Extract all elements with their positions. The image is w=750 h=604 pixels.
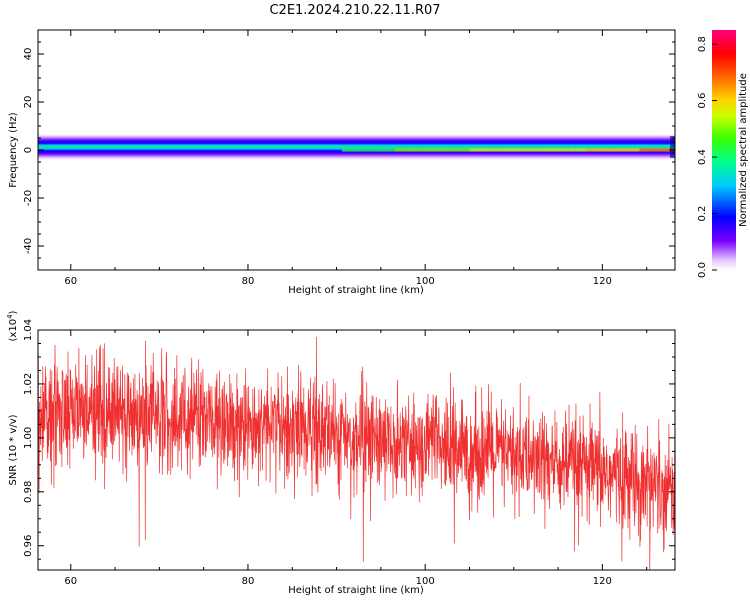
- heatmap-cell: [480, 148, 491, 152]
- heatmap-cell: [437, 148, 449, 152]
- snr-ytick-label: 1.02: [23, 373, 34, 395]
- snr-xlabel: Height of straight line (km): [288, 585, 424, 596]
- heatmap-xtick-label: 80: [242, 276, 255, 287]
- heatmap-cell: [522, 148, 534, 152]
- heatmap-cell: [384, 148, 396, 152]
- snr-ylabel: SNR (10 * v/v): [8, 414, 19, 485]
- heatmap-cell: [426, 148, 438, 152]
- heatmap-cell: [628, 148, 640, 152]
- heatmap-cell: [501, 148, 512, 152]
- colorbar-tick-label: 0.0: [697, 262, 708, 278]
- snr-ytick-label: 1.00: [23, 427, 34, 449]
- colorbar-tick-label: 0.6: [697, 93, 708, 109]
- heatmap-cell: [448, 148, 459, 152]
- snr-xtick-label: 60: [64, 576, 77, 587]
- heatmap-ytick-label: 40: [23, 48, 34, 61]
- heatmap-cell: [575, 148, 587, 152]
- heatmap-cell: [639, 148, 651, 152]
- snr-ytick-label: 0.98: [23, 481, 34, 503]
- heatmap-cell: [416, 148, 427, 152]
- heatmap-cell: [373, 148, 385, 152]
- heatmap-ytick-label: -40: [23, 238, 34, 254]
- snr-xtick-label: 120: [593, 576, 612, 587]
- heatmap-xtick-label: 60: [64, 276, 77, 287]
- heatmap-ytick-label: -20: [23, 190, 34, 206]
- heatmap-cell: [352, 148, 364, 152]
- heatmap-cell: [511, 148, 523, 152]
- heatmap-cell: [341, 148, 353, 152]
- heatmap-cell: [458, 148, 470, 152]
- heatmap-band-edge-right: [670, 136, 675, 158]
- heatmap-ytick-label: 20: [23, 96, 34, 109]
- heatmap-cell: [618, 148, 629, 152]
- colorbar-tick-label: 0.4: [697, 149, 708, 165]
- snr-multiplier: (x104): [6, 310, 19, 341]
- snr-xtick-label: 80: [242, 576, 255, 587]
- heatmap-cell: [660, 148, 672, 152]
- heatmap-cell: [469, 148, 481, 152]
- heatmap-ylabel: Frequency (Hz): [8, 112, 19, 188]
- snr-xtick-label: 100: [416, 576, 435, 587]
- heatmap-ticks: 60 80 100 120 -40 -20 0 20 40: [23, 30, 675, 287]
- heatmap-xtick-label: 120: [593, 276, 612, 287]
- colorbar-scale: [712, 30, 736, 270]
- colorbar-ticks: 0.0 0.2 0.4 0.6 0.8: [697, 36, 717, 278]
- heatmap-ytick-label: 0: [23, 147, 34, 153]
- heatmap-cell: [533, 148, 544, 152]
- heatmap-cell: [607, 148, 619, 152]
- heatmap-hotspots: [341, 148, 675, 152]
- colorbar: 0.0 0.2 0.4 0.6 0.8 Normalized spectral ampl…: [697, 30, 749, 278]
- heatmap-cell: [586, 148, 598, 152]
- colorbar-label: Normalized spectral amplitude: [738, 73, 749, 227]
- snr-ytick-label: 1.04: [23, 319, 34, 341]
- chart-title: C2E1.2024.210.22.11.R07: [269, 3, 440, 18]
- heatmap-xtick-label: 100: [416, 276, 435, 287]
- snr-ytick-label: 0.96: [23, 535, 34, 557]
- snr-multiplier-close: ): [8, 310, 19, 314]
- colorbar-tick-label: 0.8: [697, 36, 708, 52]
- heatmap-cell: [565, 148, 576, 152]
- heatmap-cell: [597, 148, 608, 152]
- heatmap-cell: [363, 148, 374, 152]
- heatmap-cell: [395, 148, 406, 152]
- snr-frame: [37, 329, 676, 571]
- heatmap-cell: [405, 148, 417, 152]
- heatmap-cell: [554, 148, 566, 152]
- snr-ticks: 60 80 100 120 0.96 0.98 1.00 1.02 1.04: [23, 319, 675, 587]
- snr-multiplier-base: (x10: [8, 319, 19, 342]
- heatmap-panel: 60 80 100 120 -40 -20 0 20 40 Height of straight…: [8, 29, 676, 296]
- snr-series-line: [38, 336, 675, 570]
- heatmap-cell: [543, 148, 555, 152]
- snr-panel: 60 80 100 120 0.96 0.98 1.00 1.02 1.04 Height of…: [6, 310, 676, 596]
- snr-multiplier-exp: 4: [6, 314, 14, 319]
- heatmap-band: [38, 133, 675, 161]
- heatmap-xlabel: Height of straight line (km): [288, 285, 424, 296]
- colorbar-tick-label: 0.2: [697, 206, 708, 222]
- heatmap-cell: [490, 148, 502, 152]
- heatmap-cell: [650, 148, 661, 152]
